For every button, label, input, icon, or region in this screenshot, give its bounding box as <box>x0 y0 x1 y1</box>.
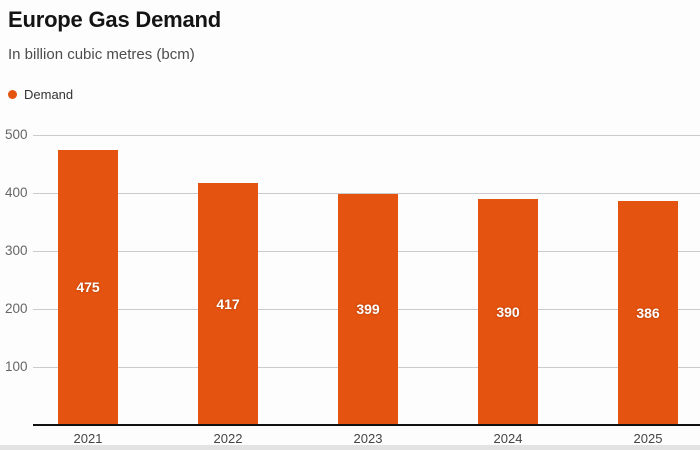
bar-value-2025: 386 <box>636 305 660 322</box>
x-axis-tick-2024: 2024 <box>493 431 523 446</box>
x-axis-line <box>33 424 700 426</box>
x-axis-tick-2021: 2021 <box>73 431 103 446</box>
legend: Demand <box>8 87 73 102</box>
bar-value-2024: 390 <box>496 303 520 320</box>
chart-title: Europe Gas Demand <box>8 7 221 32</box>
y-axis-tick-100: 100 <box>5 359 28 374</box>
bar-2021 <box>58 149 118 425</box>
y-axis-tick-300: 300 <box>5 243 28 258</box>
bar-value-2022: 417 <box>216 296 240 313</box>
x-axis-tick-2025: 2025 <box>633 431 663 446</box>
x-axis-tick-2022: 2022 <box>213 431 243 446</box>
gridline-500 <box>33 134 700 136</box>
bar-value-2023: 399 <box>356 301 380 318</box>
legend-dot-icon <box>8 90 17 99</box>
bar-2022 <box>198 183 258 425</box>
bar-2024 <box>478 198 538 425</box>
bar-2023 <box>338 193 398 425</box>
x-axis-tick-2023: 2023 <box>353 431 383 446</box>
y-axis-tick-200: 200 <box>5 301 28 316</box>
bar-value-2021: 475 <box>76 279 100 296</box>
bottom-strip <box>0 445 700 450</box>
legend-label: Demand <box>24 87 74 102</box>
y-axis-tick-500: 500 <box>5 127 28 142</box>
gridline-400 <box>33 192 700 194</box>
chart-subtitle: In billion cubic metres (bcm) <box>8 46 195 63</box>
bar-2025 <box>618 201 678 425</box>
y-axis-tick-400: 400 <box>5 185 28 200</box>
